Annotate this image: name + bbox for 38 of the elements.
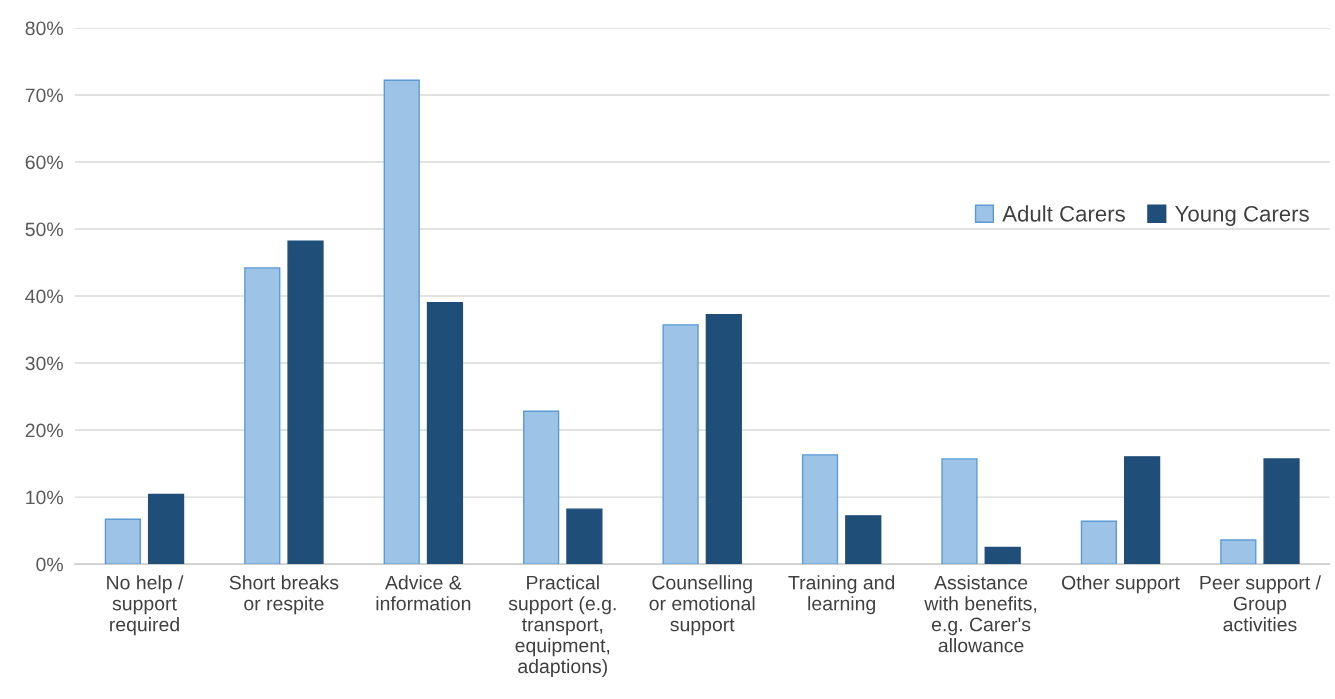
bar (104, 518, 141, 565)
bar (984, 546, 1021, 565)
bar (1220, 539, 1257, 565)
y-tick-label: 40% (25, 289, 63, 304)
y-tick-label: 20% (25, 423, 63, 438)
bar (941, 458, 978, 565)
x-tick-label: Training and learning (788, 575, 895, 615)
bar (705, 314, 742, 565)
bar (523, 410, 560, 565)
x-tick-label: Other support (1061, 575, 1180, 594)
bar (662, 324, 699, 565)
x-tick-label: Counselling or emotional support (649, 575, 755, 636)
bar (147, 493, 185, 565)
y-tick-label: 0% (36, 557, 63, 572)
x-tick-label: Peer support / Group activities (1200, 575, 1322, 632)
x-tick-label: Assistance with benefits, e.g. Carer's allowance (924, 575, 1037, 653)
y-tick-label: 70% (25, 88, 63, 103)
bar (566, 508, 603, 565)
y-tick-label: 80% (25, 21, 63, 36)
y-tick-label: 10% (26, 490, 63, 505)
bar (426, 302, 464, 565)
bar (244, 267, 281, 565)
bar (287, 240, 324, 565)
bar (1263, 458, 1300, 565)
x-tick-label: No help / support required (107, 575, 184, 636)
bar (1123, 456, 1161, 565)
x-tick-label: Advice & information (376, 575, 471, 611)
x-tick-label: Short breaks or respite (229, 575, 339, 615)
y-tick-label: 60% (25, 155, 63, 170)
legend-label: Young Carers (1175, 205, 1309, 227)
bar (801, 454, 839, 565)
bar (1080, 520, 1118, 565)
x-tick-label: Practical support (e.g. transport, equipment, adaptions) (508, 575, 616, 678)
y-tick-label: 50% (25, 222, 63, 237)
legend-label: Adult Carers (1002, 205, 1125, 222)
y-tick-label: 30% (25, 356, 63, 371)
bar (383, 79, 420, 565)
bar (845, 515, 882, 565)
